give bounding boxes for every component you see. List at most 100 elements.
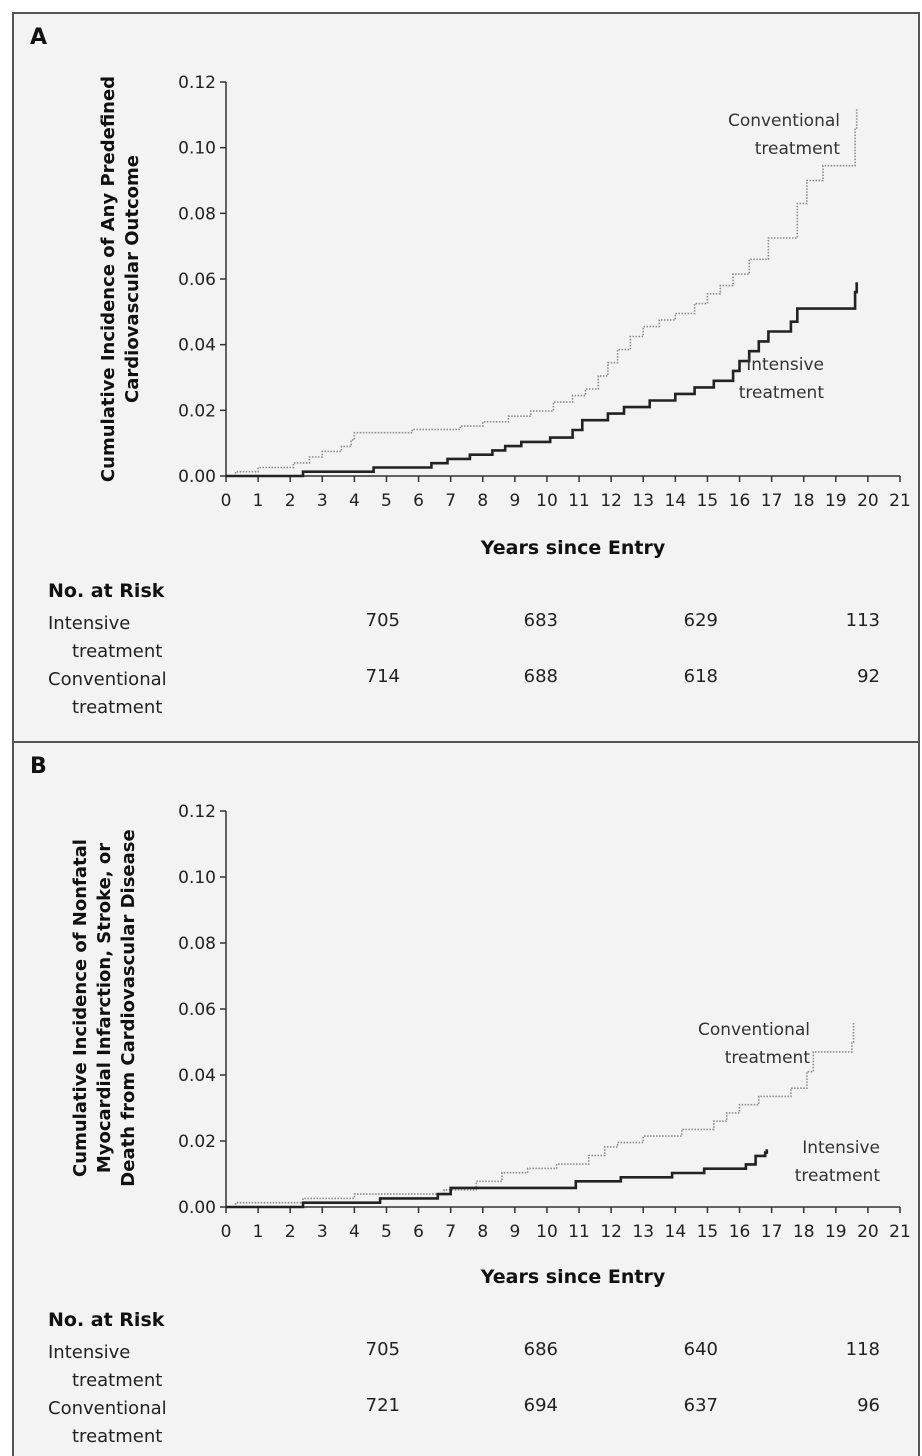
x-tick-label: 19 (825, 491, 847, 511)
risk-value: 705 (365, 610, 400, 631)
y-tick-label: 0.02 (178, 1132, 216, 1152)
x-tick-label: 19 (825, 1222, 847, 1242)
risk-value: 721 (365, 1395, 400, 1416)
y-tick-label: 0.02 (178, 401, 216, 421)
x-tick-label: 15 (697, 1222, 719, 1242)
x-tick-label: 12 (600, 491, 622, 511)
x-tick-label: 13 (632, 491, 654, 511)
x-tick-label: 14 (665, 491, 687, 511)
panel-letter: A (30, 25, 47, 50)
risk-row-label-line: treatment (72, 1370, 163, 1391)
risk-table-title: No. at Risk (48, 1309, 165, 1331)
risk-row-label-line: Conventional (48, 669, 167, 690)
x-tick-label: 1 (253, 491, 264, 511)
y-tick-label: 0.00 (178, 1198, 216, 1218)
chart-panel-b: B 0.00 0.02 0.04 0.06 0.08 0.10 0.12 0 1 2 3 4 5 6 7 8 9 1… (12, 741, 920, 1456)
risk-value: 113 (845, 610, 880, 631)
y-tick-label: 0.10 (178, 868, 216, 888)
x-tick-label: 0 (221, 1222, 232, 1242)
risk-row-label-line: Conventional (48, 1398, 167, 1419)
x-tick-label: 8 (477, 491, 488, 511)
x-tick-label: 5 (381, 491, 392, 511)
risk-value: 705 (365, 1339, 400, 1360)
y-tick-label: 0.12 (178, 802, 216, 822)
series-label: treatment (739, 383, 825, 403)
risk-row-label-intensive: Intensive treatment (48, 1339, 162, 1395)
chart-b-plot: B0.000.020.040.060.080.100.120 1 2 3 4 5 6 7 8 9 1… (30, 754, 911, 1288)
y-tick-label: 0.06 (178, 1000, 216, 1020)
y-axis-label: Cumulative Incidence of Any Predefined (98, 76, 119, 482)
series-line-intensive (226, 282, 858, 478)
risk-row-label-line: treatment (72, 641, 163, 662)
x-tick-label: 9 (509, 491, 520, 511)
risk-row-label-conventional: Conventional treatment (48, 1395, 167, 1451)
series-line-intensive (226, 1149, 769, 1209)
y-axis-label: Cumulative Incidence of Nonfatal (70, 839, 91, 1177)
risk-value: 92 (857, 666, 880, 687)
x-tick-label: 11 (568, 491, 590, 511)
x-axis-label: Years since Entry (480, 537, 666, 559)
y-tick-label: 0.04 (178, 336, 216, 356)
x-tick-label: 1 (253, 1222, 264, 1242)
x-tick-label: 18 (793, 491, 815, 511)
x-tick-label: 16 (729, 1222, 751, 1242)
series-line-conventional (226, 108, 858, 477)
x-tick-label: 14 (665, 1222, 687, 1242)
x-tick-label: 9 (509, 1222, 520, 1242)
risk-row-label-line: treatment (72, 1426, 163, 1447)
risk-value: 683 (523, 610, 558, 631)
x-tick-label: 0 (221, 491, 232, 511)
y-tick-label: 0.06 (178, 270, 216, 290)
series-label: Intensive (802, 1138, 880, 1158)
x-tick-label: 4 (349, 1222, 360, 1242)
risk-value: 618 (683, 666, 718, 687)
series-label: Intensive (746, 355, 824, 375)
x-tick-label: 6 (413, 491, 424, 511)
risk-value: 637 (683, 1395, 718, 1416)
x-tick-label: 10 (536, 1222, 558, 1242)
x-tick-label: 5 (381, 1222, 392, 1242)
risk-value: 629 (683, 610, 718, 631)
risk-value: 640 (683, 1339, 718, 1360)
x-tick-label: 3 (317, 1222, 328, 1242)
x-tick-label: 3 (317, 491, 328, 511)
risk-value: 688 (523, 666, 558, 687)
y-axis-label: Cardiovascular Outcome (122, 155, 143, 403)
x-tick-label: 16 (729, 491, 751, 511)
series-label: Conventional (698, 1020, 810, 1040)
x-tick-label: 12 (600, 1222, 622, 1242)
x-tick-label: 17 (761, 491, 783, 511)
x-tick-label: 21 (889, 1222, 911, 1242)
x-tick-label: 21 (889, 491, 911, 511)
series-label: treatment (795, 1166, 881, 1186)
risk-value: 694 (523, 1395, 558, 1416)
x-tick-label: 7 (445, 491, 456, 511)
x-tick-label: 17 (761, 1222, 783, 1242)
x-tick-label: 11 (568, 1222, 590, 1242)
y-tick-label: 0.04 (178, 1066, 216, 1086)
chart-a-plot: A0.000.020.040.060.080.100.120 1 2 3 4 5 6 7 8 9 1… (30, 25, 911, 559)
risk-row-label-line: Intensive (48, 613, 131, 634)
risk-table-title: No. at Risk (48, 580, 165, 602)
y-tick-label: 0.08 (178, 934, 216, 954)
series-label: Conventional (728, 111, 840, 131)
x-tick-label: 8 (477, 1222, 488, 1242)
risk-row-label-conventional: Conventional treatment (48, 666, 167, 722)
x-tick-label: 7 (445, 1222, 456, 1242)
y-tick-label: 0.00 (178, 467, 216, 487)
risk-row-label-line: treatment (72, 697, 163, 718)
risk-value: 118 (845, 1339, 880, 1360)
x-tick-label: 6 (413, 1222, 424, 1242)
y-tick-label: 0.08 (178, 204, 216, 224)
risk-value: 686 (523, 1339, 558, 1360)
x-tick-label: 20 (857, 491, 879, 511)
x-tick-label: 2 (285, 491, 296, 511)
risk-value: 714 (365, 666, 400, 687)
risk-value: 96 (857, 1395, 880, 1416)
x-tick-label: 10 (536, 491, 558, 511)
x-tick-label: 18 (793, 1222, 815, 1242)
y-axis-label: Death from Cardiovascular Disease (118, 829, 139, 1186)
x-axis-label: Years since Entry (480, 1266, 666, 1288)
x-tick-label: 2 (285, 1222, 296, 1242)
x-tick-label: 15 (697, 491, 719, 511)
